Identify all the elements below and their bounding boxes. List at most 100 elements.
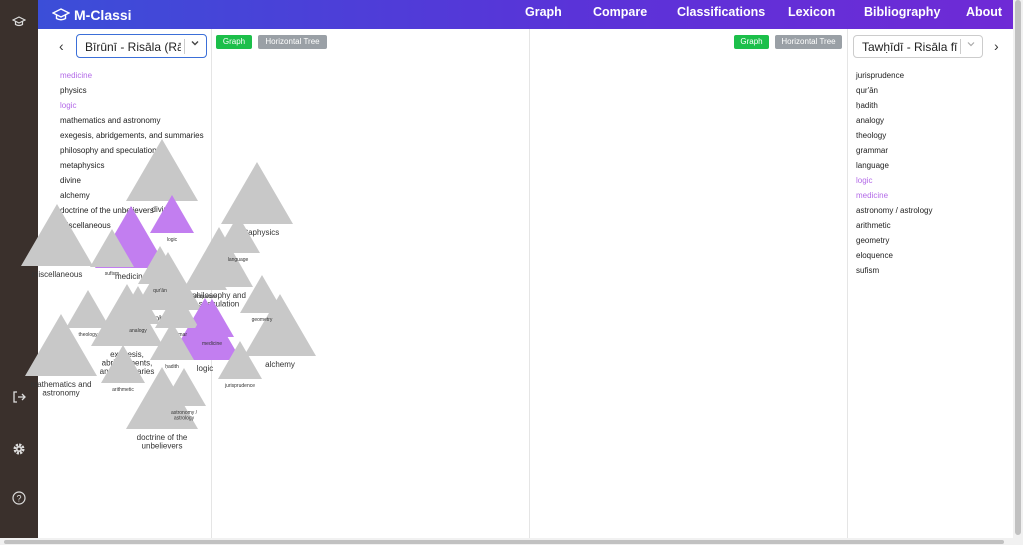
left-graph-node[interactable]: divine bbox=[126, 139, 198, 214]
left-node-triangle[interactable] bbox=[221, 162, 293, 224]
right-node-triangle[interactable] bbox=[183, 252, 227, 290]
nav-graph[interactable]: Graph bbox=[525, 5, 562, 19]
right-graph-canvas[interactable]: logic language sufism qur'ān eloquence geomet… bbox=[66, 29, 847, 538]
left-item[interactable]: logic bbox=[60, 101, 77, 110]
left-item[interactable]: alchemy bbox=[60, 191, 90, 200]
vertical-scrollbar-thumb[interactable] bbox=[1015, 0, 1021, 535]
right-node-triangle[interactable] bbox=[162, 368, 206, 406]
right-graph-node[interactable]: qur'ān bbox=[138, 246, 182, 294]
right-node-triangle[interactable] bbox=[240, 275, 284, 313]
right-node-triangle[interactable] bbox=[216, 215, 260, 253]
left-graph-button[interactable]: Graph bbox=[216, 35, 252, 49]
left-node-label: speculation bbox=[199, 300, 239, 309]
right-item[interactable]: grammar bbox=[856, 146, 889, 155]
horizontal-scrollbar-thumb[interactable] bbox=[4, 540, 1004, 544]
right-node-triangle[interactable] bbox=[116, 286, 160, 324]
right-graph-node[interactable]: eloquence bbox=[183, 252, 227, 300]
chevron-down-icon[interactable] bbox=[966, 39, 976, 52]
left-node-triangle[interactable] bbox=[126, 367, 198, 429]
right-item[interactable]: language bbox=[856, 161, 889, 170]
right-item[interactable]: theology bbox=[856, 131, 887, 140]
help-icon[interactable]: ? bbox=[0, 491, 38, 505]
right-item[interactable]: astronomy / astrology bbox=[856, 206, 933, 215]
right-node-triangle[interactable] bbox=[190, 299, 234, 337]
right-graph-node[interactable]: theology bbox=[66, 290, 110, 338]
left-item[interactable]: metaphysics bbox=[60, 161, 105, 170]
right-item[interactable]: sufism bbox=[856, 266, 880, 275]
divider-right bbox=[847, 29, 848, 538]
right-graph-node[interactable]: astronomy /astrology bbox=[162, 368, 206, 422]
left-graph-node[interactable]: miscellaneous bbox=[21, 204, 93, 279]
right-graph-node[interactable]: jurisprudence bbox=[218, 341, 262, 389]
right-item[interactable]: geometry bbox=[856, 236, 890, 245]
left-item[interactable]: doctrine of the unbelievers bbox=[60, 206, 154, 215]
right-node-label: analogy bbox=[129, 328, 147, 334]
right-node-triangle[interactable] bbox=[66, 290, 110, 328]
left-graph-node[interactable]: alchemy bbox=[244, 294, 316, 369]
right-node-triangle[interactable] bbox=[150, 322, 194, 360]
nav-compare[interactable]: Compare bbox=[593, 5, 648, 19]
right-item[interactable]: logic bbox=[856, 176, 873, 185]
left-item[interactable]: philosophy and speculation bbox=[60, 146, 157, 155]
right-horizontal-tree-button[interactable]: Horizontal Tree bbox=[775, 35, 842, 49]
right-node-triangle[interactable] bbox=[90, 229, 134, 267]
nav-lexicon[interactable]: Lexicon bbox=[788, 5, 836, 19]
graduation-cap-icon[interactable] bbox=[0, 16, 38, 28]
left-item[interactable]: mathematics and astronomy bbox=[60, 116, 161, 125]
right-node-triangle[interactable] bbox=[155, 290, 199, 328]
right-graph-node[interactable]: language bbox=[216, 215, 260, 263]
left-item[interactable]: exegesis, abridgements, and summaries bbox=[60, 131, 204, 140]
right-node-label: sufism bbox=[105, 271, 119, 277]
right-item[interactable]: arithmetic bbox=[856, 221, 891, 230]
right-item[interactable]: qur'ān bbox=[856, 86, 878, 95]
right-item[interactable]: jurisprudence bbox=[856, 71, 905, 80]
right-graph-node[interactable]: medicine bbox=[190, 299, 234, 347]
left-node-triangle[interactable] bbox=[126, 139, 198, 201]
right-graph-button[interactable]: Graph bbox=[734, 35, 769, 49]
right-graph-node[interactable]: analogy bbox=[116, 286, 160, 334]
gear-icon[interactable] bbox=[0, 441, 38, 457]
logout-icon[interactable] bbox=[0, 390, 38, 404]
brand[interactable]: M-Classi bbox=[52, 0, 132, 29]
nav-bibliography[interactable]: Bibliography bbox=[864, 5, 941, 19]
top-navbar: M-Classi Graph Compare Classifications L… bbox=[38, 0, 1013, 29]
left-graph-node[interactable]: metaphysics bbox=[221, 162, 293, 237]
right-graph-node[interactable]: sufism bbox=[90, 229, 134, 277]
left-horizontal-tree-button[interactable]: Horizontal Tree bbox=[258, 35, 327, 49]
next-arrow-button[interactable]: › bbox=[994, 38, 999, 54]
left-node-label: philosophy and bbox=[192, 291, 246, 300]
right-node-triangle[interactable] bbox=[138, 246, 182, 284]
right-item[interactable]: ḥadith bbox=[856, 101, 878, 110]
right-graph-node[interactable]: geometry bbox=[240, 275, 284, 323]
left-item[interactable]: divine bbox=[60, 176, 81, 185]
right-node-label: eloquence bbox=[193, 294, 216, 300]
right-item[interactable]: eloquence bbox=[856, 251, 893, 260]
right-graph-node[interactable]: logic bbox=[150, 195, 194, 243]
right-graph-node[interactable]: arithmetic bbox=[101, 345, 145, 393]
left-classification-select[interactable]: Bīrūnī - Risāla (Rāz… bbox=[76, 34, 207, 58]
left-item[interactable]: medicine bbox=[60, 71, 93, 80]
nav-classifications[interactable]: Classifications bbox=[677, 5, 766, 19]
left-node-label: miscellaneous bbox=[32, 270, 83, 279]
right-node-triangle[interactable] bbox=[218, 341, 262, 379]
select-divider bbox=[184, 39, 185, 54]
brand-graduation-cap-icon bbox=[52, 7, 70, 20]
right-item[interactable]: analogy bbox=[856, 116, 885, 125]
left-node-triangle[interactable] bbox=[21, 204, 93, 266]
right-graph-node[interactable]: ḥadith bbox=[150, 322, 194, 370]
right-item[interactable]: medicine bbox=[856, 191, 889, 200]
left-item[interactable]: miscellaneous bbox=[60, 221, 111, 230]
right-node-label: medicine bbox=[202, 341, 222, 347]
chevron-down-icon[interactable] bbox=[190, 38, 200, 51]
nav-about[interactable]: About bbox=[966, 5, 1003, 19]
right-classification-select[interactable]: Tawḥīdī - Risāla fī … bbox=[853, 35, 983, 58]
right-node-triangle[interactable] bbox=[150, 195, 194, 233]
prev-arrow-button[interactable]: ‹ bbox=[59, 38, 64, 54]
right-node-label: logic bbox=[167, 237, 178, 243]
left-node-triangle[interactable] bbox=[244, 294, 316, 356]
left-node-triangle[interactable] bbox=[25, 314, 97, 376]
left-item[interactable]: physics bbox=[60, 86, 87, 95]
right-node-triangle[interactable] bbox=[101, 345, 145, 383]
